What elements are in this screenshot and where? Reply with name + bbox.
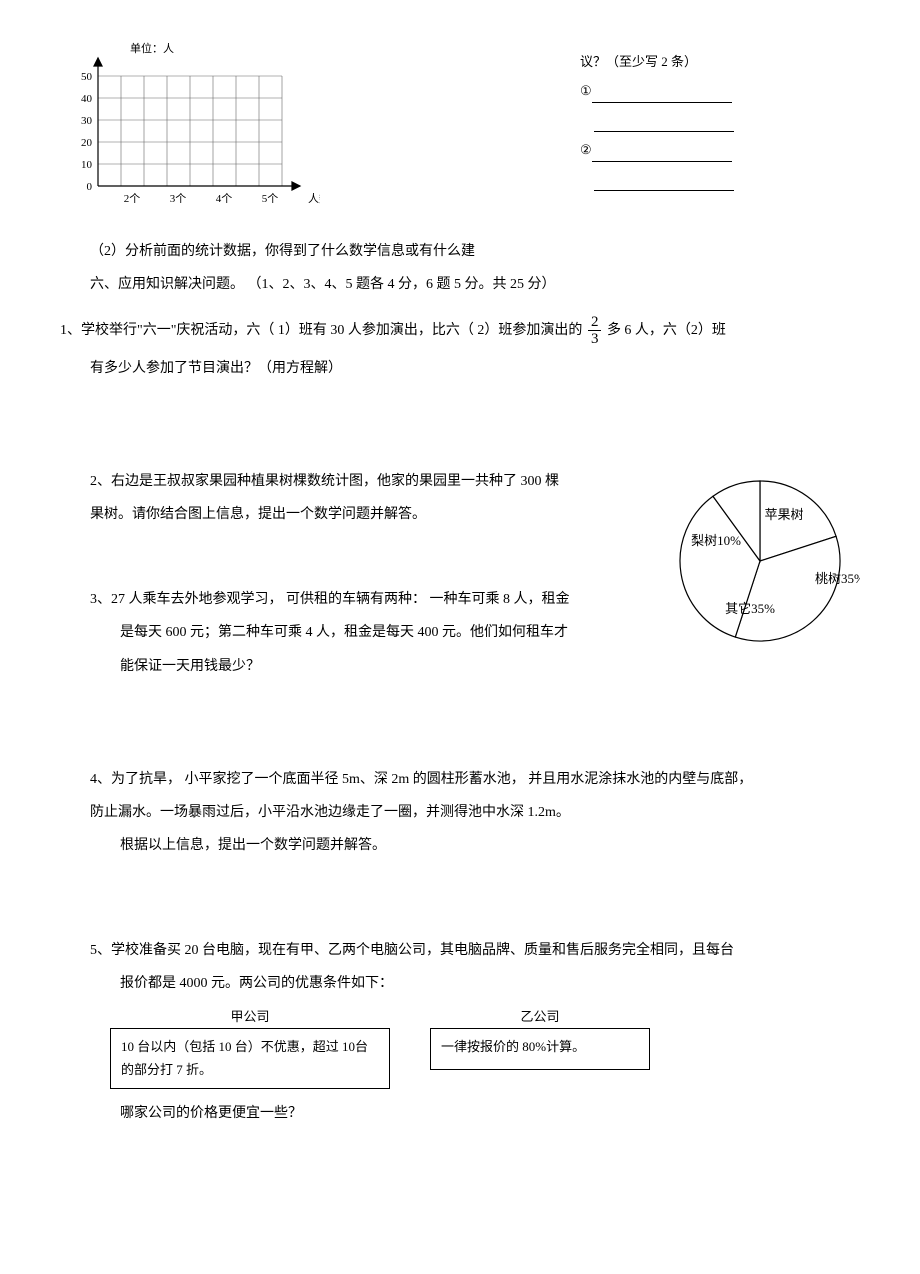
notes-line0: 议？（至少写 2 条）	[580, 50, 860, 73]
q1-pre: 1、学校举行"六一"庆祝活动，六（ 1）班有 30 人参加演出，比六（ 2）班参…	[60, 323, 582, 338]
q2-line1: 2、右边是王叔叔家果园种植果树棵数统计图，他家的果园里一共种了 300 棵	[60, 469, 640, 494]
company-b-col: 乙公司 一律按报价的 80%计算。	[430, 1005, 650, 1089]
notes-blank-1: ①	[580, 79, 860, 102]
notes-blank-2: ②	[580, 138, 860, 161]
blank-line-1a	[592, 88, 732, 103]
q4-line2: 防止漏水。一场暴雨过后，小平沿水池边缘走了一圈，并测得池中水深 1.2m。	[60, 800, 860, 825]
company-a-box: 10 台以内（包括 10 台）不优惠，超过 10台的部分打 7 折。	[110, 1028, 390, 1089]
q1-frac-num: 2	[588, 314, 602, 332]
grid-lines	[98, 76, 282, 186]
x-ticks: 2个 3个 4个 5个	[124, 192, 279, 205]
section-6-header: 六、应用知识解决问题。 （1、2、3、4、5 题各 4 分，6 题 5 分。共 …	[60, 272, 860, 297]
q3-line3: 能保证一天用钱最少？	[60, 654, 640, 679]
company-a-label: 甲公司	[110, 1005, 390, 1028]
blank-line-1b	[594, 117, 734, 132]
x-tick-2: 4个	[216, 192, 233, 205]
pie-svg: 苹果树 桃树35% 梨树10% 其它35%	[660, 461, 860, 661]
grid-chart-svg: 单位：人 0 10 20 30 40 50	[60, 40, 320, 220]
blank-line-2a	[592, 147, 732, 162]
x-tick-3: 5个	[262, 192, 279, 205]
y-tick-5: 50	[81, 71, 93, 83]
q5-line3: 哪家公司的价格更便宜一些？	[60, 1101, 860, 1126]
q1-frac-den: 3	[588, 331, 602, 348]
q1-fraction: 2 3	[588, 314, 602, 348]
y-tick-2: 20	[81, 137, 93, 149]
q1-post: 多 6 人，六（2）班	[607, 323, 726, 338]
q1: 1、学校举行"六一"庆祝活动，六（ 1）班有 30 人参加演出，比六（ 2）班参…	[60, 314, 860, 348]
y-axis-label: 单位：人	[130, 41, 174, 55]
q3-line1: 3、27 人乘车去外地参观学习， 可供租的车辆有两种： 一种车可乘 8 人，租金	[60, 587, 640, 612]
pie-group: 苹果树 桃树35% 梨树10% 其它35%	[680, 481, 860, 641]
company-boxes: 甲公司 10 台以内（包括 10 台）不优惠，超过 10台的部分打 7 折。 乙…	[110, 1005, 860, 1089]
label-apple: 苹果树	[764, 507, 803, 522]
y-tick-3: 30	[81, 115, 93, 127]
notes-blank-1b-row	[580, 109, 860, 132]
x-tick-0: 2个	[124, 192, 141, 205]
q2-line2: 果树。请你结合图上信息，提出一个数学问题并解答。	[60, 502, 640, 527]
label-pear: 梨树10%	[691, 533, 741, 548]
q3-line2: 是每天 600 元；第二种车可乘 4 人，租金是每天 400 元。他们如何租车才	[60, 620, 640, 645]
label-peach: 桃树35%	[815, 571, 860, 586]
blank-line-2b	[594, 176, 734, 191]
pie-chart: 苹果树 桃树35% 梨树10% 其它35%	[660, 461, 860, 670]
top-row: 单位：人 0 10 20 30 40 50	[60, 40, 860, 229]
q4-line1: 4、为了抗旱， 小平家挖了一个底面半径 5m、深 2m 的圆柱形蓄水池， 并且用…	[60, 767, 860, 792]
company-b-box: 一律按报价的 80%计算。	[430, 1028, 650, 1070]
y-tick-4: 40	[81, 93, 93, 105]
bar-chart-grid: 单位：人 0 10 20 30 40 50	[60, 40, 340, 229]
q2: 2、右边是王叔叔家果园种植果树棵数统计图，他家的果园里一共种了 300 棵 果树…	[60, 461, 860, 687]
axes	[94, 58, 300, 190]
y-ticks: 0 10 20 30 40 50	[81, 71, 93, 193]
right-notes: 议？（至少写 2 条） ① ②	[580, 40, 860, 229]
x-axis-label: 人数	[308, 192, 320, 205]
q5-line2: 报价都是 4000 元。两公司的优惠条件如下：	[60, 971, 860, 996]
q2-text: 2、右边是王叔叔家果园种植果树棵数统计图，他家的果园里一共种了 300 棵 果树…	[60, 461, 640, 687]
mark-1: ①	[580, 83, 592, 98]
y-tick-1: 10	[81, 159, 93, 171]
label-other: 其它35%	[725, 601, 775, 616]
company-a-col: 甲公司 10 台以内（包括 10 台）不优惠，超过 10台的部分打 7 折。	[110, 1005, 390, 1089]
q4-line3: 根据以上信息，提出一个数学问题并解答。	[60, 833, 860, 858]
mark-2: ②	[580, 142, 592, 157]
x-tick-1: 3个	[170, 192, 187, 205]
q1-line2: 有多少人参加了节目演出？（用方程解）	[60, 356, 860, 381]
y-tick-0: 0	[87, 181, 93, 193]
company-b-label: 乙公司	[430, 1005, 650, 1028]
q5-line1: 5、学校准备买 20 台电脑，现在有甲、乙两个电脑公司，其电脑品牌、质量和售后服…	[60, 938, 860, 963]
sub-question-2: （2）分析前面的统计数据，你得到了什么数学信息或有什么建	[60, 239, 860, 264]
notes-blank-2b-row	[580, 168, 860, 191]
